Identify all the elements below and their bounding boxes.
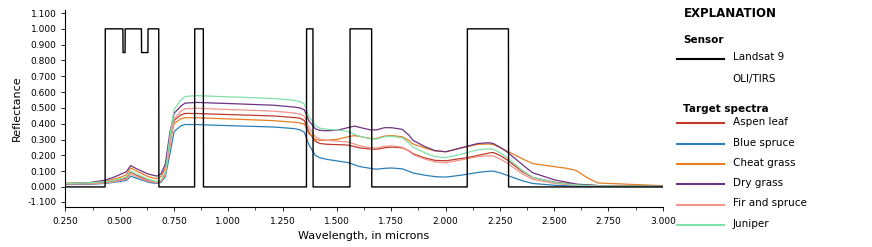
- Text: Blue spruce: Blue spruce: [732, 138, 794, 147]
- Text: Juniper: Juniper: [732, 219, 769, 228]
- Y-axis label: Reflectance: Reflectance: [11, 76, 22, 142]
- X-axis label: Wavelength, in microns: Wavelength, in microns: [298, 231, 430, 241]
- Text: OLI/TIRS: OLI/TIRS: [732, 74, 776, 84]
- Text: Landsat 9: Landsat 9: [732, 52, 784, 62]
- Text: EXPLANATION: EXPLANATION: [684, 7, 776, 21]
- Text: Cheat grass: Cheat grass: [732, 158, 795, 168]
- Text: Dry grass: Dry grass: [732, 178, 783, 188]
- Text: Aspen leaf: Aspen leaf: [732, 117, 787, 127]
- Text: Fir and spruce: Fir and spruce: [732, 198, 807, 208]
- Text: Sensor: Sensor: [684, 35, 724, 44]
- Text: Target spectra: Target spectra: [684, 104, 769, 114]
